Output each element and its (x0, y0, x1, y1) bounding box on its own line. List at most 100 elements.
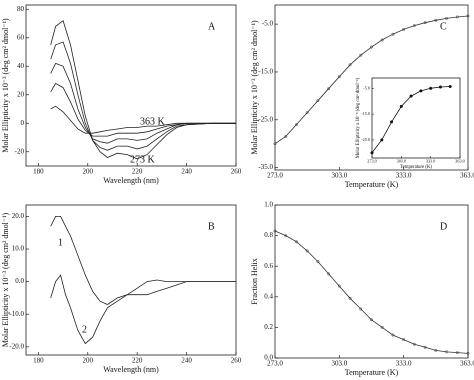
series-line (50, 216, 236, 305)
data-point (380, 325, 384, 329)
y-tick-label: 0.4 (264, 292, 273, 300)
series-line (50, 274, 236, 345)
x-tick-label: 220 (132, 357, 143, 365)
y-tick-label: 20.0 (12, 212, 25, 220)
data-point (434, 348, 438, 352)
y-tick-label: 0.6 (264, 262, 273, 270)
data-point (390, 120, 394, 124)
series-line (274, 15, 469, 145)
y-tick-label: -20 (15, 147, 25, 155)
data-point (327, 272, 331, 276)
data-point (438, 85, 442, 89)
data-point (412, 342, 416, 346)
data-point (273, 229, 277, 233)
x-tick-label: 363.0 (460, 360, 474, 368)
y-tick-label: 20 (17, 90, 25, 98)
y-tick-label: -10.0 (9, 310, 24, 318)
panel-label: C (440, 21, 447, 32)
y-axis-label: Molar Ellipticity x 10⁻³ (deg cm² dmol⁻¹… (250, 20, 259, 155)
panel: 180 200 220 240 260 -20.0 -10.0 0.0 10.0 20.0 Wave… (1, 204, 242, 374)
y-tick-label: -15.0 (258, 68, 273, 76)
data-point (327, 87, 331, 91)
plot-frame (274, 204, 469, 359)
data-point (391, 32, 395, 36)
data-point (445, 16, 449, 20)
x-tick-label: 273.0 (267, 172, 283, 180)
y-tick-label: -5.0 (262, 20, 274, 28)
x-tick-label: 240 (181, 168, 192, 176)
panel: 180 200 220 240 260 -20 0 20 40 60 80 Wavelength (n… (1, 4, 242, 185)
data-point (423, 345, 427, 349)
data-point (284, 135, 288, 138)
x-tick-label: 273.0 (267, 360, 283, 368)
data-point (455, 15, 459, 19)
x-tick-label: 333.0 (396, 172, 412, 180)
y-axis-label: Molar Ellipticity x 10⁻³ (deg cm² dmol⁻¹… (1, 18, 10, 153)
y-tick-label: -35.0 (258, 163, 273, 171)
panel: 273.0 303.0 333.0 363.0 -25.0 -15.0 -5.0 Temper… (355, 77, 465, 170)
annotation: 1 (58, 237, 63, 248)
y-tick-label: 0.8 (264, 231, 273, 239)
data-point (455, 351, 459, 355)
series-line (274, 230, 469, 354)
data-point (348, 296, 352, 300)
x-axis-label: Temperature (K) (345, 368, 399, 377)
annotation: 273 K (130, 154, 156, 165)
data-point (359, 307, 363, 311)
x-tick-label: 363.0 (460, 172, 474, 180)
series-line (50, 105, 236, 134)
plot-frame (25, 4, 237, 167)
x-tick-label: 180 (33, 168, 44, 176)
x-tick-label: 240 (181, 357, 192, 365)
y-axis-label: Fraction Helix (250, 258, 259, 304)
data-point (294, 123, 298, 127)
y-axis-label: Molar Ellipticity x 10⁻³ (deg cm² dmol⁻¹… (1, 213, 10, 348)
y-tick-label: -15.0 (361, 111, 370, 116)
y-tick-label: 40 (17, 62, 25, 70)
data-point (380, 38, 384, 42)
data-point (409, 94, 413, 98)
y-tick-label: 80 (17, 5, 25, 13)
data-point (370, 318, 373, 322)
x-tick-label: 260 (231, 168, 242, 176)
panel-label: B (208, 221, 215, 232)
data-point (337, 284, 341, 288)
x-tick-label: 303.0 (397, 159, 406, 164)
data-point (337, 75, 341, 79)
data-point (359, 53, 363, 57)
y-tick-label: 0.0 (264, 354, 273, 362)
data-point (370, 151, 374, 155)
data-point (466, 351, 470, 355)
y-tick-label: 0.0 (15, 277, 24, 285)
data-point (294, 240, 298, 244)
data-point (370, 45, 373, 49)
data-point (399, 104, 403, 108)
panel-label: A (208, 21, 216, 32)
data-point (348, 63, 352, 67)
plot-frame (25, 204, 237, 356)
x-tick-label: 180 (33, 357, 44, 365)
y-tick-label: 60 (17, 33, 25, 41)
data-point (419, 89, 423, 93)
x-tick-label: 363.0 (455, 159, 464, 164)
data-point (402, 338, 406, 342)
y-tick-label: 1.0 (264, 201, 273, 209)
data-point (402, 27, 406, 31)
data-point (429, 86, 433, 90)
plot-frame (371, 77, 461, 159)
data-point (445, 350, 449, 354)
x-axis-label: Temperature (K) (345, 180, 399, 189)
data-point (305, 111, 309, 115)
data-point (466, 14, 470, 18)
x-tick-label: 200 (83, 357, 94, 365)
x-tick-label: 220 (132, 168, 143, 176)
x-tick-label: 333.0 (396, 360, 412, 368)
data-point (448, 84, 452, 89)
data-point (434, 18, 438, 22)
y-tick-label: 10.0 (12, 245, 25, 253)
panel: 273.0 303.0 333.0 363.0 0.0 0.2 0.4 0.6 0.8 1.0 Te… (250, 201, 474, 377)
y-tick-label: -25.0 (258, 115, 273, 123)
data-point (273, 142, 277, 146)
data-point (391, 333, 395, 337)
